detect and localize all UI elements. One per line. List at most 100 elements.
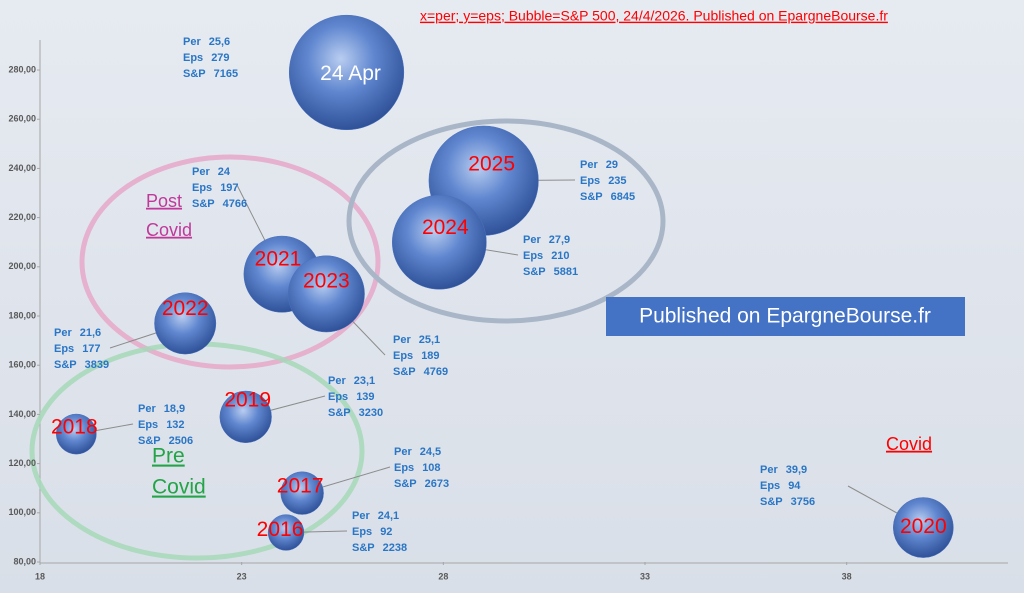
y-tick-label: 120,00 xyxy=(8,458,36,468)
annotation: Covid xyxy=(146,220,192,240)
data-label-prefix: S&P xyxy=(138,435,161,447)
data-label: Per 18,9 xyxy=(138,403,185,415)
data-label-prefix: Per xyxy=(394,446,412,458)
data-label: Per 24,5 xyxy=(394,446,441,458)
data-label-prefix: Eps xyxy=(393,350,413,362)
annotation-box xyxy=(606,297,965,336)
data-label-value: 2238 xyxy=(383,542,407,554)
ticks: 80,00 100,00 120,00 140,00 160,00 180,00 200,0… xyxy=(8,64,851,581)
data-label: Per 25,1 xyxy=(393,334,440,346)
x-tick-label: 23 xyxy=(237,571,247,581)
data-label-prefix: Eps xyxy=(394,462,414,474)
data-label: Eps 177 xyxy=(54,343,101,355)
data-label-prefix: S&P xyxy=(760,496,783,508)
data-label-value: 92 xyxy=(380,526,392,538)
data-label-prefix: Per xyxy=(580,159,598,171)
data-label-value: 3839 xyxy=(85,359,109,371)
point-label: 2016 xyxy=(257,518,304,541)
y-tick-label: 280,00 xyxy=(8,64,36,74)
data-label-prefix: Per xyxy=(760,464,778,476)
data-label-prefix: Per xyxy=(523,234,541,246)
data-label-prefix: S&P xyxy=(393,366,416,378)
data-label-prefix: Eps xyxy=(54,343,74,355)
data-label: Eps 132 xyxy=(138,419,185,431)
point-label: 2022 xyxy=(162,297,209,320)
bubble xyxy=(893,497,954,558)
post-covid-ellipse xyxy=(79,154,381,370)
bubble xyxy=(219,390,272,443)
data-label-prefix: Per xyxy=(192,166,210,178)
y-tick-label: 80,00 xyxy=(13,556,36,566)
x-tick-label: 38 xyxy=(842,571,852,581)
data-label: Eps 210 xyxy=(523,250,570,262)
data-label-value: 2673 xyxy=(425,478,449,490)
data-label-value: 3230 xyxy=(359,407,383,419)
data-label-value: 6845 xyxy=(611,191,635,203)
data-label: Eps 197 xyxy=(192,182,239,194)
labels: 24 Apr Per 25,6 Eps 279 S&P 7165 2025 Per 29 Eps 23… xyxy=(51,36,947,554)
data-label: S&P 2238 xyxy=(352,542,407,554)
data-label: S&P 4766 xyxy=(192,198,247,210)
point-label: 2021 xyxy=(255,248,302,271)
annotation: Pre xyxy=(152,445,185,468)
data-label-value: 5881 xyxy=(554,266,578,278)
point-label: 2020 xyxy=(900,515,947,538)
data-label-prefix: Eps xyxy=(138,419,158,431)
data-label-prefix: Per xyxy=(393,334,411,346)
data-label-value: 27,9 xyxy=(549,234,570,246)
data-label-prefix: S&P xyxy=(580,191,603,203)
data-label-value: 177 xyxy=(82,343,100,355)
data-label: Per 27,9 xyxy=(523,234,570,246)
data-label: S&P 5881 xyxy=(523,266,578,278)
y-tick-label: 140,00 xyxy=(8,409,36,419)
data-label: Per 24 xyxy=(192,166,231,178)
data-label: S&P 6845 xyxy=(580,191,635,203)
data-label-prefix: Per xyxy=(54,327,72,339)
point-label: 2018 xyxy=(51,416,98,439)
point-label: 2023 xyxy=(303,269,350,292)
data-label-value: 25,1 xyxy=(419,334,440,346)
x-tick-label: 18 xyxy=(35,571,45,581)
data-label: Eps 108 xyxy=(394,462,441,474)
chart-title: x=per; y=eps; Bubble=S&P 500, 24/4/2026.… xyxy=(420,8,888,24)
data-label-prefix: Eps xyxy=(523,250,543,262)
data-label: S&P 3756 xyxy=(760,496,815,508)
data-label-value: 139 xyxy=(356,391,374,403)
annotation-box-text: Published on EpargneBourse.fr xyxy=(639,305,931,328)
data-label-prefix: Per xyxy=(138,403,156,415)
bubbles xyxy=(56,14,954,558)
data-label: S&P 3230 xyxy=(328,407,383,419)
bubble xyxy=(267,514,305,551)
bubble xyxy=(154,292,217,355)
data-label-prefix: S&P xyxy=(328,407,351,419)
data-label-prefix: S&P xyxy=(54,359,77,371)
data-label: S&P 7165 xyxy=(183,68,238,80)
data-label-value: 108 xyxy=(422,462,440,474)
data-label-value: 24,5 xyxy=(420,446,441,458)
data-label: S&P 2673 xyxy=(394,478,449,490)
y-tick-label: 220,00 xyxy=(8,212,36,222)
data-label: Per 25,6 xyxy=(183,36,230,48)
bubble xyxy=(287,255,365,333)
data-label: Per 24,1 xyxy=(352,510,399,522)
data-label-value: 2506 xyxy=(169,435,193,447)
data-label: Eps 189 xyxy=(393,350,440,362)
data-label: Eps 92 xyxy=(352,526,392,538)
data-label: Per 23,1 xyxy=(328,375,375,387)
data-label-value: 279 xyxy=(211,52,229,64)
data-label-value: 24,1 xyxy=(378,510,399,522)
x-tick-label: 33 xyxy=(640,571,650,581)
point-label: 24 Apr xyxy=(320,62,381,85)
data-label-prefix: S&P xyxy=(192,198,215,210)
bubble xyxy=(280,471,324,515)
data-label-prefix: Per xyxy=(183,36,201,48)
data-label-value: 94 xyxy=(788,480,801,492)
bubble xyxy=(288,14,405,131)
data-label-prefix: Per xyxy=(352,510,370,522)
data-label: Eps 235 xyxy=(580,175,627,187)
data-label-prefix: S&P xyxy=(523,266,546,278)
data-label-value: 18,9 xyxy=(164,403,185,415)
y-tick-label: 100,00 xyxy=(8,507,36,517)
data-label-prefix: S&P xyxy=(394,478,417,490)
data-label-value: 197 xyxy=(220,182,238,194)
